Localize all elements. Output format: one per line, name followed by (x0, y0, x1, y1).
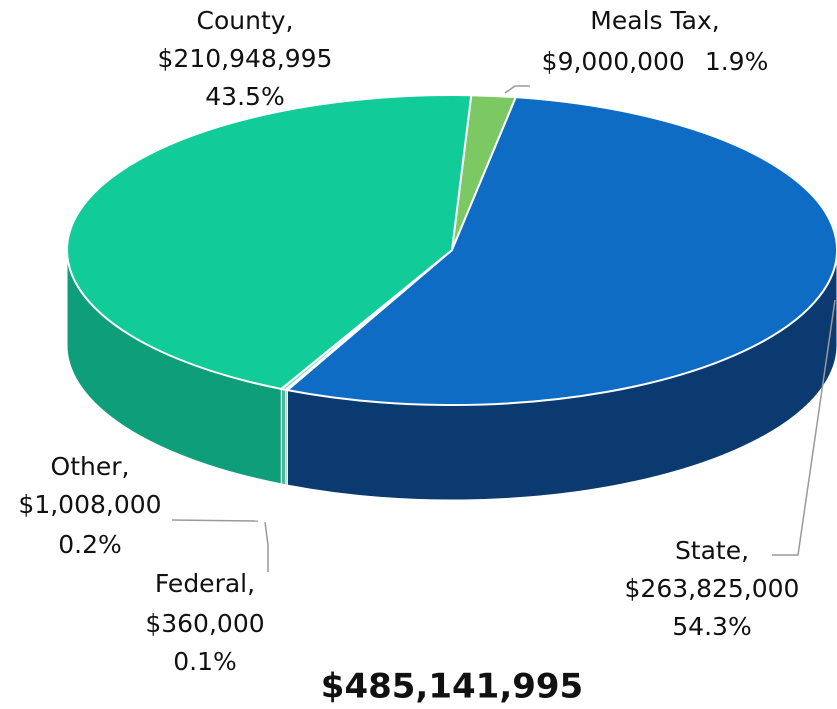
value-label: $263,825,000 (625, 574, 800, 603)
value-label: $9,000,000 1.9% (542, 47, 769, 76)
pie-sides (66, 249, 837, 501)
percentage-label: 0.1% (173, 647, 237, 676)
percentage-label: 1.9% (705, 47, 769, 76)
pie-side (280, 388, 287, 486)
leader-line (772, 299, 836, 556)
pie-tops (66, 94, 837, 406)
labels: Meals Tax, $9,000,000 1.9% State, $263,825,0… (18, 6, 836, 676)
pie-slice (285, 96, 837, 406)
category-label: Other, (51, 452, 130, 481)
category-label: County, (197, 6, 294, 35)
percentage-label: 0.2% (58, 530, 122, 559)
category-label: State, (675, 536, 749, 565)
value-label: $210,948,995 (158, 44, 333, 73)
percentage-label: 43.5% (205, 82, 284, 111)
total: $485,141,995 (321, 667, 583, 707)
value-label: $9,000,000 (542, 47, 685, 76)
category-label: Meals Tax, (590, 6, 719, 35)
value-label: $360,000 (145, 609, 264, 638)
value-label: $1,008,000 (18, 490, 161, 519)
percentage-label: 54.3% (672, 612, 751, 641)
category-label: Federal, (155, 569, 255, 598)
leader-line (264, 521, 269, 572)
leader-line (171, 519, 259, 522)
pie-slice (66, 94, 473, 390)
leader-line (504, 85, 530, 94)
